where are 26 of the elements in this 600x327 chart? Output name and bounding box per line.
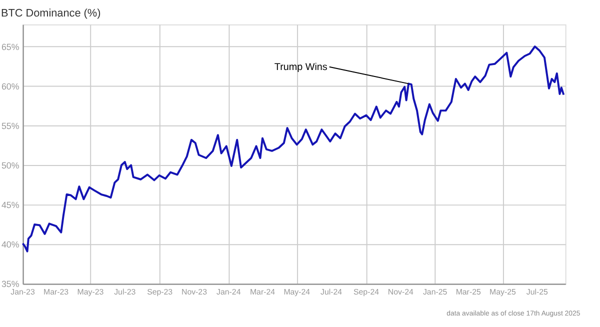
x-tick-label: Mar-24	[250, 288, 276, 297]
y-tick-label: 65%	[1, 42, 20, 52]
x-tick-label: May-24	[284, 288, 311, 297]
annotation: Trump Wins	[274, 62, 328, 73]
x-tick-label: Jan-24	[216, 288, 242, 297]
x-tick-label: May-25	[490, 288, 517, 297]
x-tick-label: Nov-24	[388, 288, 414, 297]
x-tick-label: Mar-23	[44, 288, 70, 297]
line-series	[22, 46, 565, 252]
chart-title: BTC Dominance (%)	[0, 7, 101, 20]
x-tick-label: May-23	[77, 288, 104, 297]
x-tick-label: Jul-24	[320, 288, 343, 297]
y-tick-label: 35%	[1, 279, 20, 290]
x-tick-label: Sep-24	[354, 288, 380, 297]
x-tick-label: Nov-23	[181, 288, 208, 297]
x-tick-label: Jul-25	[526, 288, 549, 297]
x-tick-label: Sep-23	[147, 288, 174, 297]
x-tick-label: Jan-23	[10, 288, 36, 297]
x-tick-label: Jul-23	[114, 288, 136, 297]
y-tick-label: 50%	[1, 160, 20, 171]
x-tick-label: Mar-25	[456, 288, 482, 297]
y-tick-label: 60%	[1, 82, 20, 92]
y-tick-label: 55%	[1, 121, 20, 132]
y-tick-label: 45%	[1, 200, 20, 210]
y-tick-label: 40%	[1, 240, 20, 250]
x-tick-label: Jan-25	[422, 288, 448, 297]
